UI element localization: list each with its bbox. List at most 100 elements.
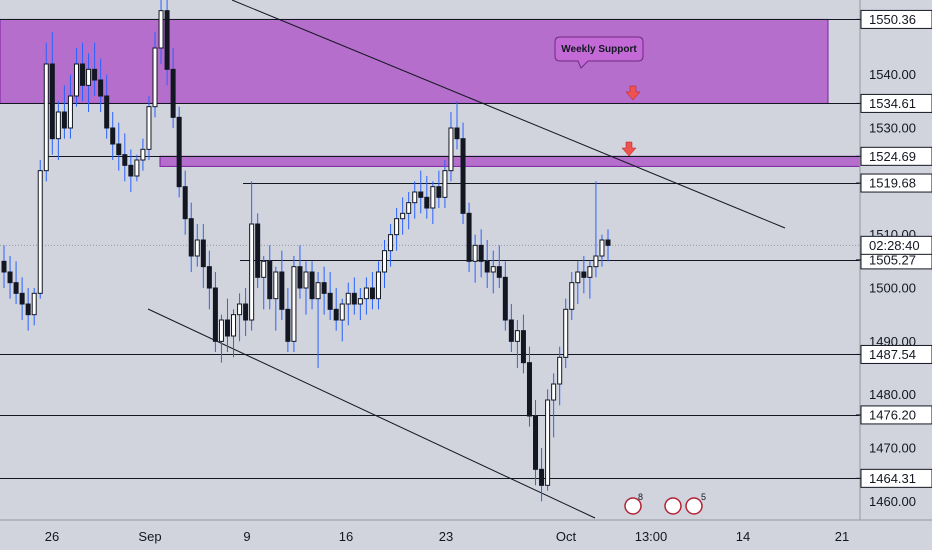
time-axis[interactable]: 26 Sep 9 16 23 Oct 13:00 14 21	[0, 519, 932, 550]
candle-body	[243, 303, 249, 321]
level-price-label: 1524.69	[869, 149, 916, 164]
candle-body	[267, 260, 273, 300]
candle-body	[502, 276, 508, 321]
candle-body	[218, 319, 224, 342]
candle-body	[327, 292, 333, 310]
candle-body	[231, 314, 237, 337]
candle-body	[526, 362, 532, 417]
candle-body	[315, 282, 321, 300]
candle-body	[520, 330, 526, 364]
candle-body	[382, 250, 388, 273]
candle-body	[351, 292, 357, 305]
candle-body	[224, 319, 230, 337]
candle-body	[478, 244, 484, 262]
trendlines[interactable]	[147, 0, 786, 519]
candle-body	[418, 191, 424, 198]
candle-body	[279, 271, 285, 310]
candle-body	[285, 308, 291, 342]
candle-body	[490, 266, 496, 273]
candle-body	[388, 234, 394, 252]
candle-body	[369, 287, 375, 300]
candle-body	[333, 308, 339, 321]
horizontal-levels[interactable]	[0, 19, 860, 479]
time-tick-label: 21	[835, 529, 849, 544]
candle-body	[134, 159, 140, 177]
us-flag-icon[interactable]	[624, 497, 642, 515]
time-tick-label: 13:00	[635, 529, 668, 544]
candle-body	[49, 63, 55, 140]
candle-body	[587, 266, 593, 278]
down-arrow-markers	[621, 85, 641, 157]
candle-body	[375, 271, 381, 300]
candle-body	[424, 196, 430, 209]
level-price-label: 1476.20	[869, 407, 916, 422]
level-price-label: 1464.31	[869, 471, 916, 486]
countdown-tag	[860, 235, 932, 255]
us-flag-icon[interactable]	[664, 497, 682, 515]
candle-body	[176, 116, 182, 188]
candle-body	[194, 239, 200, 257]
upper-trendline[interactable]	[231, 0, 786, 229]
candle-body	[297, 266, 303, 289]
candle-body	[484, 260, 490, 273]
level-price-label: 1550.36	[869, 12, 916, 27]
candle-body	[13, 282, 19, 294]
price-tick-label: 1480.00	[869, 387, 916, 402]
candle-body	[539, 468, 545, 486]
price-axis[interactable]: 1550.36 1540.00 1534.61 1530.00 1524.69 1519.…	[856, 0, 932, 520]
economic-event-badges[interactable]: 8 5	[624, 492, 706, 515]
candle-body	[514, 330, 520, 342]
candle-body	[80, 63, 86, 86]
time-tick-label: Sep	[138, 529, 161, 544]
candle-body	[116, 143, 122, 156]
candle-body	[200, 239, 206, 268]
candle-body	[339, 303, 345, 321]
lower-zone[interactable]	[159, 155, 861, 167]
candle-body	[412, 191, 418, 204]
candle-body	[86, 68, 92, 86]
down-arrow-icon	[621, 141, 637, 157]
event-count-badge: 5	[701, 492, 706, 502]
candle-body	[7, 271, 13, 284]
candle-body	[164, 10, 170, 70]
level-price-label: 1519.68	[869, 176, 916, 191]
candle-body	[158, 10, 164, 49]
weekly-support-callout[interactable]: Weekly Support	[554, 36, 644, 69]
level-price-label: 1505.27	[869, 252, 916, 267]
candle-body	[442, 170, 448, 198]
candle-body	[466, 212, 472, 262]
candle-body	[55, 111, 61, 140]
candle-body	[575, 271, 581, 284]
candle-body	[170, 68, 176, 118]
event-count-badge: 8	[638, 492, 643, 502]
candle-body	[261, 260, 267, 278]
candle-body	[363, 287, 369, 300]
time-tick-label: 23	[439, 529, 453, 544]
us-flag-icon[interactable]	[685, 497, 703, 515]
countdown-label: 02:28:40	[869, 238, 920, 253]
candle-body	[128, 164, 134, 177]
lower-trendline[interactable]	[147, 308, 596, 519]
candle-body	[37, 170, 43, 294]
candle-body	[110, 127, 116, 145]
candle-body	[146, 106, 152, 150]
candle-body	[67, 95, 73, 129]
down-arrow-icon	[625, 85, 641, 101]
candle-body	[152, 47, 158, 108]
callout-bubble	[554, 36, 644, 69]
level-price-label: 1534.61	[869, 96, 916, 111]
candle-body	[345, 292, 351, 305]
candle-body	[104, 95, 110, 129]
candle-body	[448, 127, 454, 172]
candle-body	[237, 303, 243, 316]
time-tick-label: 16	[339, 529, 353, 544]
candlestick-series	[1, 0, 611, 502]
candle-body	[357, 298, 363, 305]
price-tick-label: 1470.00	[869, 441, 916, 456]
candle-body	[140, 148, 146, 161]
time-axis-background	[0, 520, 932, 550]
candle-body	[496, 266, 502, 278]
upper-zone[interactable]	[0, 18, 829, 104]
candle-body	[605, 239, 611, 246]
